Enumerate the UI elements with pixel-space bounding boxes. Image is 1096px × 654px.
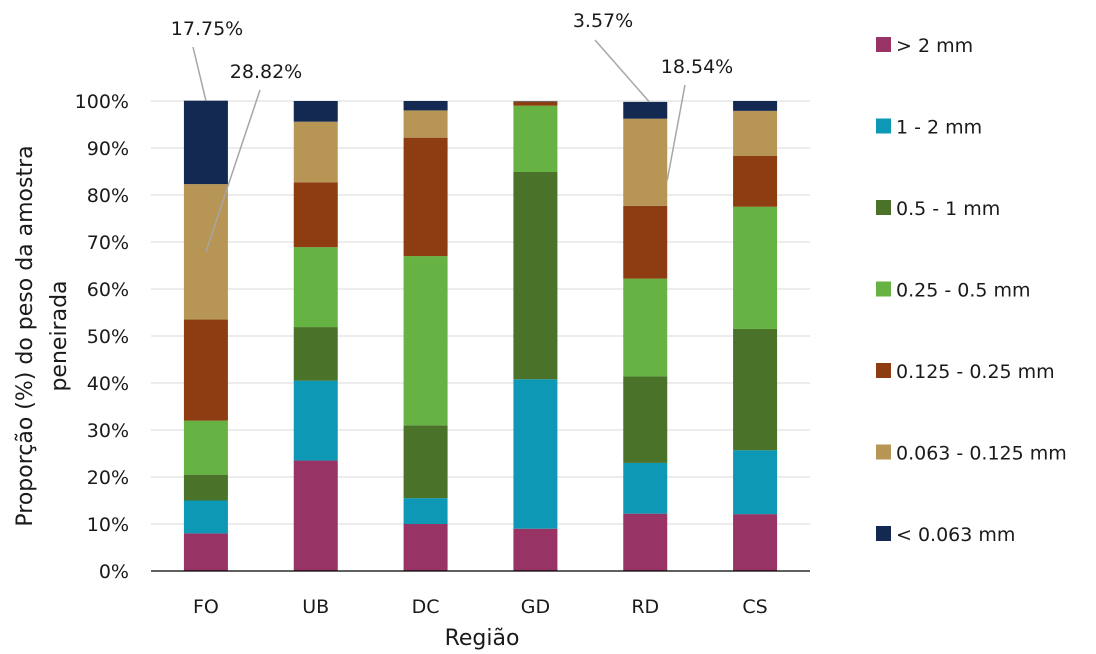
bar-segment: [513, 528, 558, 571]
bar-segment: [513, 171, 558, 380]
annotation-leader-line: [666, 84, 686, 181]
bar-segment: [623, 205, 668, 279]
bar-segment: [733, 155, 778, 207]
bar-segment: [403, 498, 448, 524]
x-tick-label: UB: [302, 596, 329, 618]
bars: [183, 100, 778, 571]
annotation-label: 28.82%: [230, 61, 302, 83]
x-tick-label: RD: [631, 596, 659, 618]
axes: 0% 10% 20% 30% 40% 50% 60% 70% 80% 90% 100% FO UB DC G…: [75, 91, 810, 618]
x-tick-label: FO: [193, 596, 219, 618]
bar-segment: [293, 101, 338, 122]
annotations: 17.75% 28.82% 3.57% 18.54%: [171, 10, 733, 253]
y-tick-label: 90%: [87, 138, 129, 160]
bar-segment: [623, 118, 668, 206]
y-tick-label: 20%: [87, 467, 129, 489]
annotation-leader-line: [594, 39, 650, 103]
bar-segment: [293, 247, 338, 328]
bar-segment: [733, 206, 778, 329]
bar-segment: [733, 450, 778, 515]
bar-segment: [183, 474, 228, 501]
bar-segment: [513, 379, 558, 529]
bar-segment: [623, 513, 668, 571]
x-axis-title: Região: [445, 626, 520, 651]
annotation-label: 3.57%: [573, 10, 633, 32]
bar-segment: [623, 101, 668, 119]
annotation-label: 17.75%: [171, 18, 243, 40]
bar-segment: [293, 182, 338, 248]
y-tick-label: 10%: [87, 514, 129, 536]
legend-label: 0.063 - 0.125 mm: [896, 443, 1067, 465]
bar-segment: [183, 533, 228, 571]
bar-segment: [183, 500, 228, 534]
x-tick-label: CS: [742, 596, 767, 618]
bar-segment: [293, 460, 338, 571]
legend-swatch: [876, 37, 891, 52]
legend-label: 1 - 2 mm: [896, 117, 982, 139]
legend-swatch: [876, 200, 891, 215]
y-axis-title-line-1: Proporção (%) do peso da amostra: [13, 145, 38, 526]
bar-segment: [623, 376, 668, 463]
y-tick-label: 0%: [99, 561, 129, 583]
bar-segment: [403, 137, 448, 257]
x-tick-label: GD: [521, 596, 550, 618]
bar-segment: [623, 278, 668, 377]
gridlines: [151, 100, 810, 525]
bar-segment: [733, 328, 778, 451]
bar-segment: [403, 101, 448, 111]
bar-segment: [403, 256, 448, 426]
bar-segment: [513, 101, 558, 106]
y-tick-label: 100%: [75, 91, 129, 113]
legend-label: 0.5 - 1 mm: [896, 198, 1000, 220]
bar-segment: [293, 380, 338, 461]
bar-segment: [403, 524, 448, 571]
y-tick-label: 60%: [87, 279, 129, 301]
y-tick-label: 80%: [87, 185, 129, 207]
legend-swatch: [876, 444, 891, 460]
y-tick-label: 30%: [87, 420, 129, 442]
y-axis-title: Proporção (%) do peso da amostra peneira…: [13, 145, 72, 526]
bar-segment: [183, 100, 228, 185]
legend-swatch: [876, 526, 891, 541]
annotation-label: 18.54%: [661, 56, 733, 78]
legend-swatch: [876, 281, 891, 297]
legend-swatch: [876, 363, 891, 378]
bar-segment: [403, 110, 448, 138]
y-tick-label: 40%: [87, 373, 129, 395]
y-axis-title-line-2: peneirada: [47, 280, 72, 391]
bar-segment: [733, 101, 778, 111]
legend-label: 0.125 - 0.25 mm: [896, 361, 1055, 383]
x-tick-label: DC: [412, 596, 440, 618]
legend-label: < 0.063 mm: [896, 524, 1015, 546]
legend-label: > 2 mm: [896, 35, 973, 57]
annotation-leader-line: [192, 46, 207, 101]
bar-segment: [293, 327, 338, 381]
bar-segment: [293, 121, 338, 183]
legend-label: 0.25 - 0.5 mm: [896, 280, 1031, 302]
bar-segment: [403, 425, 448, 499]
bar-segment: [733, 514, 778, 571]
annotation-leader-line: [205, 89, 261, 253]
y-tick-label: 70%: [87, 232, 129, 254]
bar-segment: [623, 462, 668, 514]
bar-segment: [183, 319, 228, 421]
y-tick-label: 50%: [87, 326, 129, 348]
bar-segment: [183, 420, 228, 475]
legend: > 2 mm 1 - 2 mm 0.5 - 1 mm 0.25 - 0.5 mm 0.1…: [876, 35, 1067, 546]
bar-segment: [513, 105, 558, 172]
bar-segment: [733, 110, 778, 156]
legend-swatch: [876, 118, 891, 134]
